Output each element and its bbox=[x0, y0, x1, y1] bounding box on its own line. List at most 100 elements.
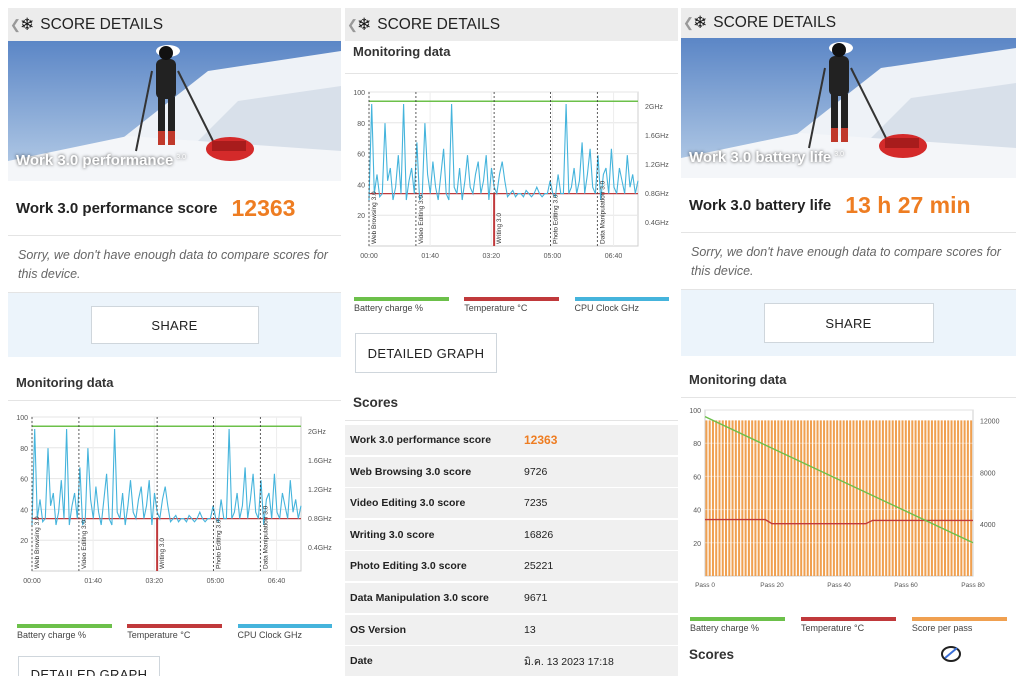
share-button[interactable]: SHARE bbox=[763, 303, 934, 343]
score-bar bbox=[947, 420, 950, 576]
phase-label: Photo Editing 3.0 bbox=[215, 519, 222, 569]
detailed-graph-button[interactable]: DETAILED GRAPH bbox=[18, 656, 160, 676]
y-tick-label: 80 bbox=[20, 446, 28, 453]
score-table-row: Photo Editing 3.0 score 25221 bbox=[345, 551, 678, 582]
score-bar bbox=[803, 420, 806, 576]
x-tick-label: 01:40 bbox=[421, 253, 439, 260]
score-bar bbox=[787, 420, 790, 576]
phase-label: Web Browsing 3.0 bbox=[34, 516, 41, 569]
score-bar bbox=[708, 420, 711, 576]
y-right-tick-label: 1.6GHz bbox=[645, 133, 669, 140]
y-tick-label: 40 bbox=[357, 182, 365, 189]
score-bar bbox=[777, 420, 780, 576]
score-name: Photo Editing 3.0 score bbox=[350, 560, 467, 573]
detailed-graph-button[interactable]: DETAILED GRAPH bbox=[355, 333, 497, 373]
score-val: 13 bbox=[524, 623, 536, 636]
x-tick-label: Pass 60 bbox=[894, 582, 918, 589]
score-bar bbox=[774, 420, 777, 576]
scores-table: Work 3.0 performance score 12363 Web Brows… bbox=[345, 425, 678, 676]
y-tick-label: 100 bbox=[689, 408, 701, 415]
no-compare-message: Sorry, we don't have enough data to comp… bbox=[18, 248, 328, 281]
score-bar bbox=[780, 420, 783, 576]
back-chevron-icon[interactable]: ❮ bbox=[347, 16, 358, 32]
score-val: 7235 bbox=[524, 497, 548, 510]
score-bar bbox=[711, 420, 714, 576]
phase-label: Writing 3.0 bbox=[159, 538, 166, 569]
legend-temperature: Temperature °C bbox=[464, 297, 559, 313]
score-bar bbox=[862, 420, 865, 576]
score-bar bbox=[721, 420, 724, 576]
score-val: 9726 bbox=[524, 465, 548, 478]
legend-score-per-pass: Score per pass bbox=[911, 617, 1007, 633]
snowflake-icon: ❄ bbox=[357, 14, 372, 34]
score-bar bbox=[790, 420, 793, 576]
legend-battery: Battery charge % bbox=[17, 624, 112, 640]
score-bar bbox=[734, 420, 737, 576]
score-bar bbox=[966, 420, 969, 576]
x-tick-label: 05:00 bbox=[207, 578, 225, 585]
back-chevron-icon[interactable]: ❮ bbox=[10, 16, 21, 32]
hero-illustration bbox=[8, 41, 341, 181]
score-value: 12363 bbox=[231, 194, 296, 221]
score-table-row: OS Version 13 bbox=[345, 614, 678, 645]
score-bar bbox=[741, 420, 744, 576]
score-val: 9671 bbox=[524, 591, 548, 604]
watermark-logo-icon bbox=[941, 646, 961, 662]
score-row: Work 3.0 performance score 12363 bbox=[8, 181, 341, 235]
chart-legend: Battery charge % Temperature °C Score pe… bbox=[681, 617, 1016, 633]
x-tick-label: Pass 0 bbox=[695, 582, 715, 589]
legend-temperature: Temperature °C bbox=[800, 617, 897, 633]
score-bar bbox=[943, 420, 947, 576]
legend-battery: Battery charge % bbox=[690, 617, 786, 633]
share-area: SHARE bbox=[681, 290, 1016, 356]
hero-image: Work 3.0 performance 3.0 bbox=[8, 41, 341, 181]
y-right-tick-label: 2GHz bbox=[308, 429, 326, 436]
score-bar bbox=[728, 420, 731, 576]
score-bar bbox=[842, 420, 845, 576]
y-tick-label: 60 bbox=[693, 474, 701, 481]
score-bar bbox=[937, 420, 940, 576]
score-label: Work 3.0 performance score bbox=[16, 199, 218, 217]
score-bar bbox=[715, 420, 718, 576]
score-bar bbox=[898, 420, 901, 576]
score-bar bbox=[731, 420, 734, 576]
back-chevron-icon[interactable]: ❮ bbox=[683, 15, 694, 30]
score-bar bbox=[960, 420, 963, 576]
x-tick-label: 06:40 bbox=[268, 578, 286, 585]
score-bar bbox=[908, 420, 911, 576]
score-bar bbox=[800, 420, 803, 576]
score-bar bbox=[927, 420, 930, 576]
y-tick-label: 20 bbox=[693, 541, 701, 548]
y-tick-label: 80 bbox=[693, 441, 701, 448]
score-table-row: Work 3.0 performance score 12363 bbox=[345, 425, 678, 455]
y-right-tick-label: 0.4GHz bbox=[308, 545, 332, 552]
share-button[interactable]: SHARE bbox=[90, 306, 259, 344]
no-compare-message: Sorry, we don't have enough data to comp… bbox=[691, 245, 1001, 278]
monitoring-chart: 100 80 60 40 20 2GHz 1.6GHz 1.2GHz 0.8GHz 0.4GHz 0… bbox=[16, 415, 332, 585]
score-bar bbox=[757, 420, 760, 576]
x-tick-label: 00:00 bbox=[23, 578, 41, 585]
score-bar bbox=[914, 420, 917, 576]
monitoring-chart: 100 80 60 40 20 2GHz 1.6GHz 1.2GHz 0.8GHz 0.4GHz 0… bbox=[353, 90, 669, 260]
score-bar bbox=[744, 420, 747, 576]
y-tick-label: 40 bbox=[20, 507, 28, 514]
score-bar bbox=[921, 420, 924, 576]
y-right-tick-label: 1.6GHz bbox=[308, 458, 332, 465]
score-bar bbox=[881, 420, 884, 576]
score-bar bbox=[940, 420, 943, 576]
chart-legend: Battery charge % Temperature °C CPU Cloc… bbox=[8, 624, 341, 640]
hero-illustration bbox=[681, 38, 1016, 178]
score-bar bbox=[819, 420, 822, 576]
phase-label: Data Manipulation 3.0 bbox=[262, 505, 269, 569]
score-bar bbox=[904, 420, 907, 576]
phase-label: Web Browsing 3.0 bbox=[371, 191, 378, 244]
x-tick-label: 03:20 bbox=[146, 578, 164, 585]
score-bar bbox=[806, 420, 809, 576]
snowflake-icon: ❄ bbox=[20, 14, 35, 34]
score-bar bbox=[953, 420, 956, 576]
score-name: OS Version bbox=[350, 623, 407, 636]
score-value: 13 h 27 min bbox=[845, 191, 971, 218]
y-right-tick-label: 2GHz bbox=[645, 104, 663, 111]
score-bar bbox=[849, 420, 852, 576]
phase-label: Video Editing 3.0 bbox=[81, 520, 88, 569]
